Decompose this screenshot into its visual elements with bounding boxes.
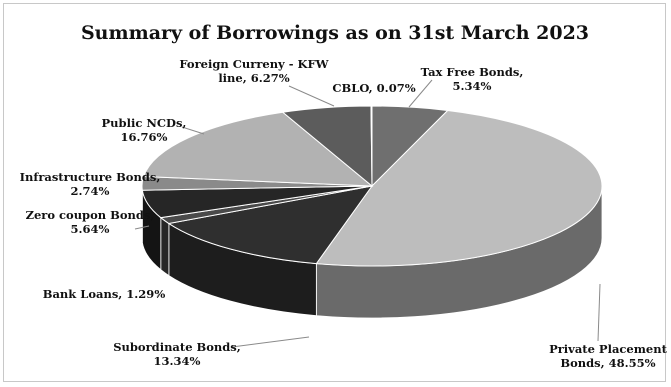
data-label-foreign-curreny-kfw-line: Foreign Curreny - KFW line, 6.27% bbox=[179, 57, 329, 85]
data-label-cblo: CBLO, 0.07% bbox=[332, 81, 415, 95]
data-label-bank-loans: Bank Loans, 1.29% bbox=[43, 287, 166, 301]
pie-slice-subordinate-bonds bbox=[167, 185, 374, 265]
pie-slice-private-placement-bonds bbox=[315, 109, 603, 267]
pie-slice-cblo bbox=[370, 105, 373, 187]
pie-chart: Summary of Borrowings as on 31st March 2… bbox=[20, 22, 667, 370]
chart-frame: Summary of Borrowings as on 31st March 2… bbox=[3, 3, 667, 382]
data-label-public-ncds: Public NCDs, 16.76% bbox=[102, 116, 187, 144]
pie-slice-public-ncds bbox=[142, 111, 374, 187]
leader-line bbox=[597, 283, 601, 342]
leader-line bbox=[408, 79, 433, 108]
chart-title: Summary of Borrowings as on 31st March 2… bbox=[81, 22, 589, 44]
data-label-private-placement-bonds: Private Placement Bonds, 48.55% bbox=[549, 342, 667, 370]
data-label-zero-coupon-bonds: Zero coupon Bonds, 5.64% bbox=[26, 208, 155, 236]
leader-line bbox=[156, 293, 160, 298]
leader-line bbox=[288, 85, 335, 107]
leader-line bbox=[144, 176, 157, 185]
leader-line bbox=[134, 225, 150, 230]
data-label-tax-free-bonds: Tax Free Bonds, 5.34% bbox=[421, 65, 524, 93]
data-label-subordinate-bonds: Subordinate Bonds, 13.34% bbox=[113, 340, 241, 368]
data-label-infrastructure-bonds: Infrastructure Bonds, 2.74% bbox=[20, 170, 161, 198]
leader-line bbox=[181, 126, 205, 135]
leader-line bbox=[231, 336, 310, 348]
pie-side-bank-loans bbox=[160, 216, 170, 277]
